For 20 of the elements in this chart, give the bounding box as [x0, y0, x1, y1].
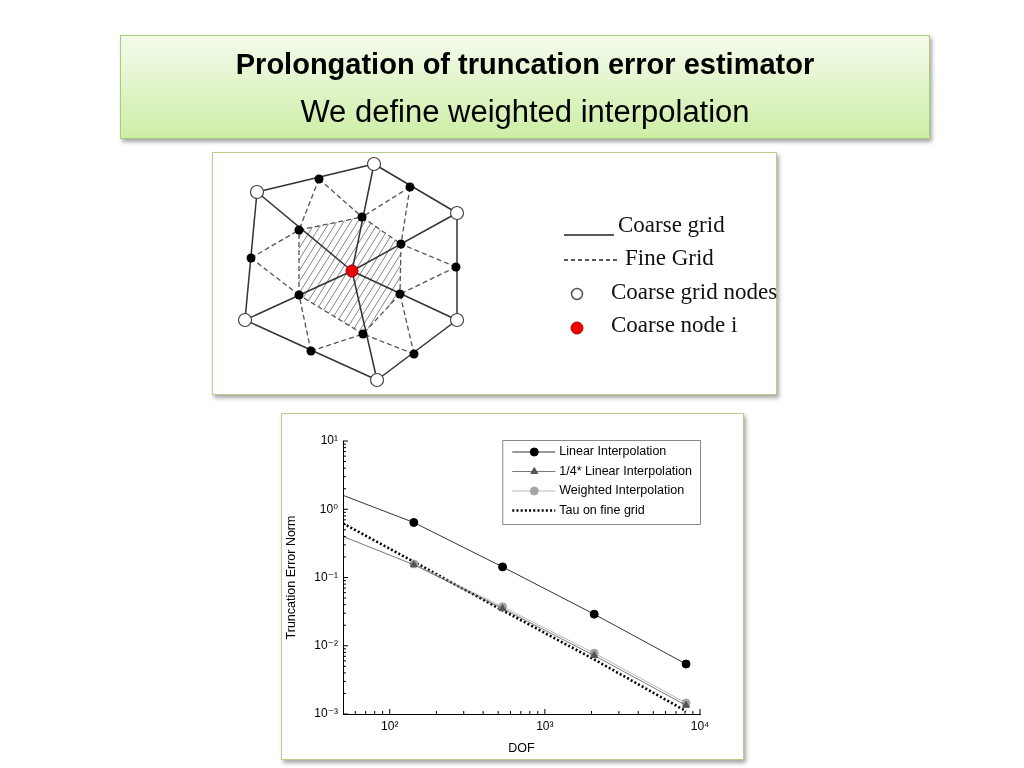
y-tick-label: 10⁰ [319, 501, 339, 516]
text: Coarse node i [611, 311, 738, 339]
text: Fine Grid [625, 244, 714, 272]
x-tick-label: 10² [381, 718, 399, 733]
legend-label: Linear Interpolation [559, 444, 667, 459]
y-tick-label: 10¹ [320, 433, 338, 448]
x-axis-title: DOF [508, 740, 536, 755]
y-tick-label: 10⁻³ [314, 706, 338, 721]
text: Prolongation of truncation error estimator [234, 47, 816, 82]
legend-label: 1/4* Linear Interpolation [559, 463, 693, 478]
y-axis-title: Truncation Error Norm [283, 515, 298, 640]
y-tick-label: 10⁻² [314, 638, 338, 653]
text: Coarse grid nodes [611, 278, 778, 306]
text: Coarse grid [618, 211, 725, 239]
legend-label: Tau on fine grid [559, 502, 645, 517]
legend-label: Weighted Interpolation [559, 483, 685, 498]
text: We define weighted interpolation [299, 93, 751, 131]
x-tick-label: 10³ [536, 718, 554, 733]
y-tick-label: 10⁻¹ [314, 569, 338, 584]
x-tick-label: 10⁴ [690, 718, 710, 733]
